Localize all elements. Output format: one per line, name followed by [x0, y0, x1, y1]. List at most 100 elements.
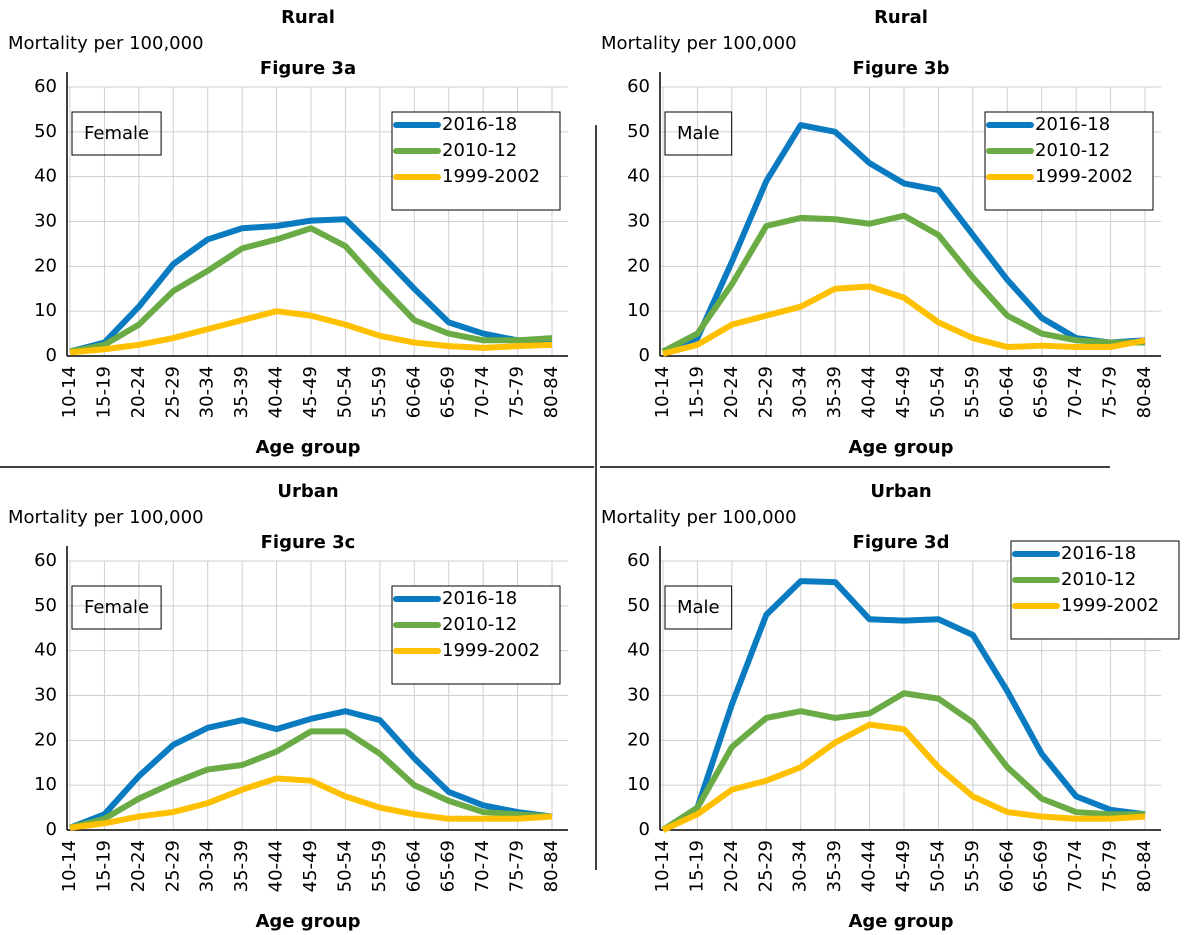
- y-tick-label: 40: [34, 640, 57, 661]
- panel: Rural Mortality per 100,000 Figure 3a 0 10 20…: [8, 7, 568, 458]
- y-tick-label: 0: [639, 819, 650, 840]
- annotation: Male: [677, 123, 720, 144]
- x-tick-label: 40-44: [266, 840, 287, 892]
- x-tick-label: 80-84: [1134, 366, 1155, 418]
- y-tick-label: 10: [34, 774, 57, 795]
- x-tick-label: 55-59: [369, 840, 390, 892]
- x-tick-label: 30-34: [790, 840, 811, 892]
- x-tick-label: 35-39: [824, 840, 845, 892]
- x-tick-label: 30-34: [197, 840, 218, 892]
- x-tick-label: 80-84: [541, 840, 562, 892]
- y-tick-label: 20: [34, 255, 57, 276]
- y-tick-label: 40: [627, 166, 650, 187]
- x-tick-label: 15-19: [93, 366, 114, 418]
- x-tick-label: 65-69: [438, 840, 459, 892]
- y-tick-label: 20: [34, 729, 57, 750]
- x-axis-label: Age group: [848, 911, 953, 932]
- x-tick-label: 75-79: [507, 840, 528, 892]
- legend-label: 1999-2002: [442, 640, 540, 661]
- x-tick-label: 25-29: [162, 366, 183, 418]
- annotation: Female: [84, 597, 149, 618]
- x-tick-label: 50-54: [927, 366, 948, 418]
- x-tick-label: 65-69: [1031, 840, 1052, 892]
- legend-label: 2010-12: [442, 140, 517, 161]
- x-tick-label: 55-59: [369, 366, 390, 418]
- x-tick-label: 20-24: [128, 840, 149, 892]
- panel-subtitle: Figure 3b: [853, 58, 950, 79]
- x-tick-label: 60-64: [403, 840, 424, 892]
- series-line: [661, 212, 1145, 355]
- legend-label: 2010-12: [1061, 569, 1136, 590]
- x-tick-label: 55-59: [962, 366, 983, 418]
- y-tick-label: 0: [639, 345, 650, 366]
- y-axis-label: Mortality per 100,000: [8, 33, 204, 54]
- panel-title: Urban: [277, 481, 338, 502]
- x-tick-label: 10-14: [652, 366, 673, 418]
- panel-title: Rural: [281, 7, 335, 28]
- x-tick-label: 15-19: [93, 840, 114, 892]
- series-line: [68, 708, 553, 831]
- annotation: Male: [677, 597, 720, 618]
- x-tick-label: 50-54: [334, 840, 355, 892]
- x-tick-label: 40-44: [859, 366, 880, 418]
- legend-label: 1999-2002: [1035, 166, 1133, 187]
- y-tick-label: 20: [627, 729, 650, 750]
- x-tick-label: 75-79: [1100, 366, 1121, 418]
- x-tick-label: 70-74: [1065, 840, 1086, 892]
- x-tick-label: 45-49: [893, 840, 914, 892]
- series-line: [661, 690, 1145, 833]
- x-tick-label: 70-74: [472, 366, 493, 418]
- series-line: [69, 775, 553, 831]
- y-axis-label: Mortality per 100,000: [8, 507, 204, 528]
- x-tick-label: 55-59: [962, 840, 983, 892]
- x-tick-label: 50-54: [927, 840, 948, 892]
- series-line: [69, 728, 553, 831]
- x-tick-label: 20-24: [721, 840, 742, 892]
- panel-title: Rural: [874, 7, 928, 28]
- y-axis-label: Mortality per 100,000: [601, 33, 797, 54]
- y-tick-label: 50: [627, 595, 650, 616]
- y-tick-label: 40: [34, 166, 57, 187]
- y-tick-label: 10: [627, 300, 650, 321]
- series-line: [661, 721, 1146, 833]
- x-tick-label: 65-69: [1031, 366, 1052, 418]
- x-tick-label: 70-74: [472, 840, 493, 892]
- series-line: [69, 216, 552, 355]
- x-tick-label: 35-39: [231, 366, 252, 418]
- y-tick-label: 0: [46, 345, 57, 366]
- x-tick-label: 20-24: [721, 366, 742, 418]
- x-tick-label: 80-84: [541, 366, 562, 418]
- x-tick-label: 60-64: [403, 366, 424, 418]
- x-tick-label: 40-44: [266, 366, 287, 418]
- x-tick-label: 80-84: [1134, 840, 1155, 892]
- y-tick-label: 30: [34, 211, 57, 232]
- legend-label: 2010-12: [1035, 140, 1110, 161]
- panel: Rural Mortality per 100,000 Figure 3b 0 10 20…: [601, 7, 1161, 458]
- x-tick-label: 10-14: [59, 840, 80, 892]
- y-tick-label: 30: [627, 211, 650, 232]
- x-tick-label: 70-74: [1065, 366, 1086, 418]
- legend-box: [391, 585, 561, 685]
- x-tick-label: 30-34: [790, 366, 811, 418]
- x-tick-label: 50-54: [334, 366, 355, 418]
- x-tick-label: 75-79: [507, 366, 528, 418]
- y-tick-label: 20: [627, 255, 650, 276]
- x-tick-label: 45-49: [300, 840, 321, 892]
- x-tick-label: 10-14: [59, 366, 80, 418]
- x-tick-label: 15-19: [686, 366, 707, 418]
- x-tick-label: 45-49: [893, 366, 914, 418]
- x-tick-label: 10-14: [652, 840, 673, 892]
- x-tick-label: 35-39: [231, 840, 252, 892]
- y-tick-label: 10: [34, 300, 57, 321]
- x-axis-label: Age group: [255, 911, 360, 932]
- annotation: Female: [84, 123, 149, 144]
- x-axis-label: Age group: [255, 437, 360, 458]
- x-tick-label: 60-64: [996, 366, 1017, 418]
- legend-label: 2016-18: [1061, 543, 1136, 564]
- legend-label: 1999-2002: [1061, 595, 1159, 616]
- x-tick-label: 35-39: [824, 366, 845, 418]
- legend-label: 2010-12: [442, 614, 517, 635]
- x-tick-label: 30-34: [197, 366, 218, 418]
- annotation-box: [664, 585, 733, 630]
